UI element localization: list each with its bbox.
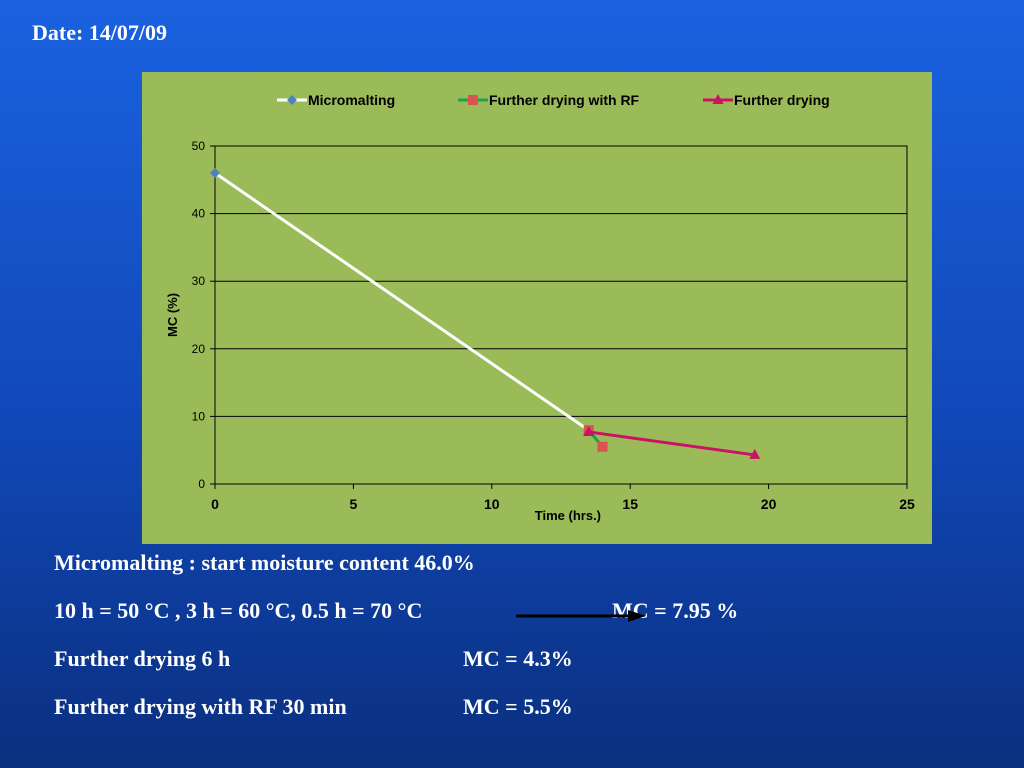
plot-frame xyxy=(214,145,908,485)
x-tick-label: 15 xyxy=(622,496,638,512)
x-axis-title: Time (hrs.) xyxy=(535,508,601,523)
x-tick-label: 5 xyxy=(350,496,358,512)
series-line-0 xyxy=(214,171,590,432)
chart-area: 0 10 20 30 40 50 0 5 10 15 20 25 Time (hrs.) MC (%) Mi… xyxy=(142,72,932,544)
series-point-1 xyxy=(597,441,608,452)
legend-label: Further drying xyxy=(734,92,830,108)
moisture-chart: 0 10 20 30 40 50 0 5 10 15 20 25 Time (hrs.) MC (%) Mi… xyxy=(165,92,915,523)
y-tick-label: 20 xyxy=(192,342,206,356)
right-arrow-icon xyxy=(516,610,646,622)
x-tick-label: 0 xyxy=(211,496,219,512)
note-rf-drying-text: Further drying with RF 30 min xyxy=(54,694,347,719)
note-further-drying-text: Further drying 6 h xyxy=(54,646,231,671)
note-rf-drying-mc: MC = 5.5% xyxy=(463,694,573,719)
series-point-0 xyxy=(210,168,220,179)
legend-marker xyxy=(287,95,297,105)
y-tick-label: 50 xyxy=(192,139,206,153)
series-point-2 xyxy=(749,448,761,459)
y-tick-label: 10 xyxy=(192,409,206,423)
legend-label: Further drying with RF xyxy=(489,92,640,108)
x-tick-label: 10 xyxy=(484,496,500,512)
legend-marker xyxy=(712,94,724,104)
y-axis-title: MC (%) xyxy=(165,293,180,337)
note-start-moisture: Micromalting : start moisture content 46… xyxy=(54,550,475,575)
y-tick-label: 40 xyxy=(192,207,206,221)
x-tick-label: 20 xyxy=(761,496,777,512)
series-point-2 xyxy=(583,425,595,436)
x-tick-label: 25 xyxy=(899,496,915,512)
legend-marker xyxy=(468,95,478,105)
series-line-2 xyxy=(588,430,755,457)
note-further-drying-mc: MC = 4.3% xyxy=(463,646,573,671)
note-malting-schedule-text: 10 h = 50 °C , 3 h = 60 °C, 0.5 h = 70 °… xyxy=(54,598,423,623)
legend-label: Micromalting xyxy=(308,92,395,108)
y-tick-label: 30 xyxy=(192,274,206,288)
slide-date: Date: 14/07/09 xyxy=(32,20,168,45)
y-tick-label: 0 xyxy=(198,477,205,491)
